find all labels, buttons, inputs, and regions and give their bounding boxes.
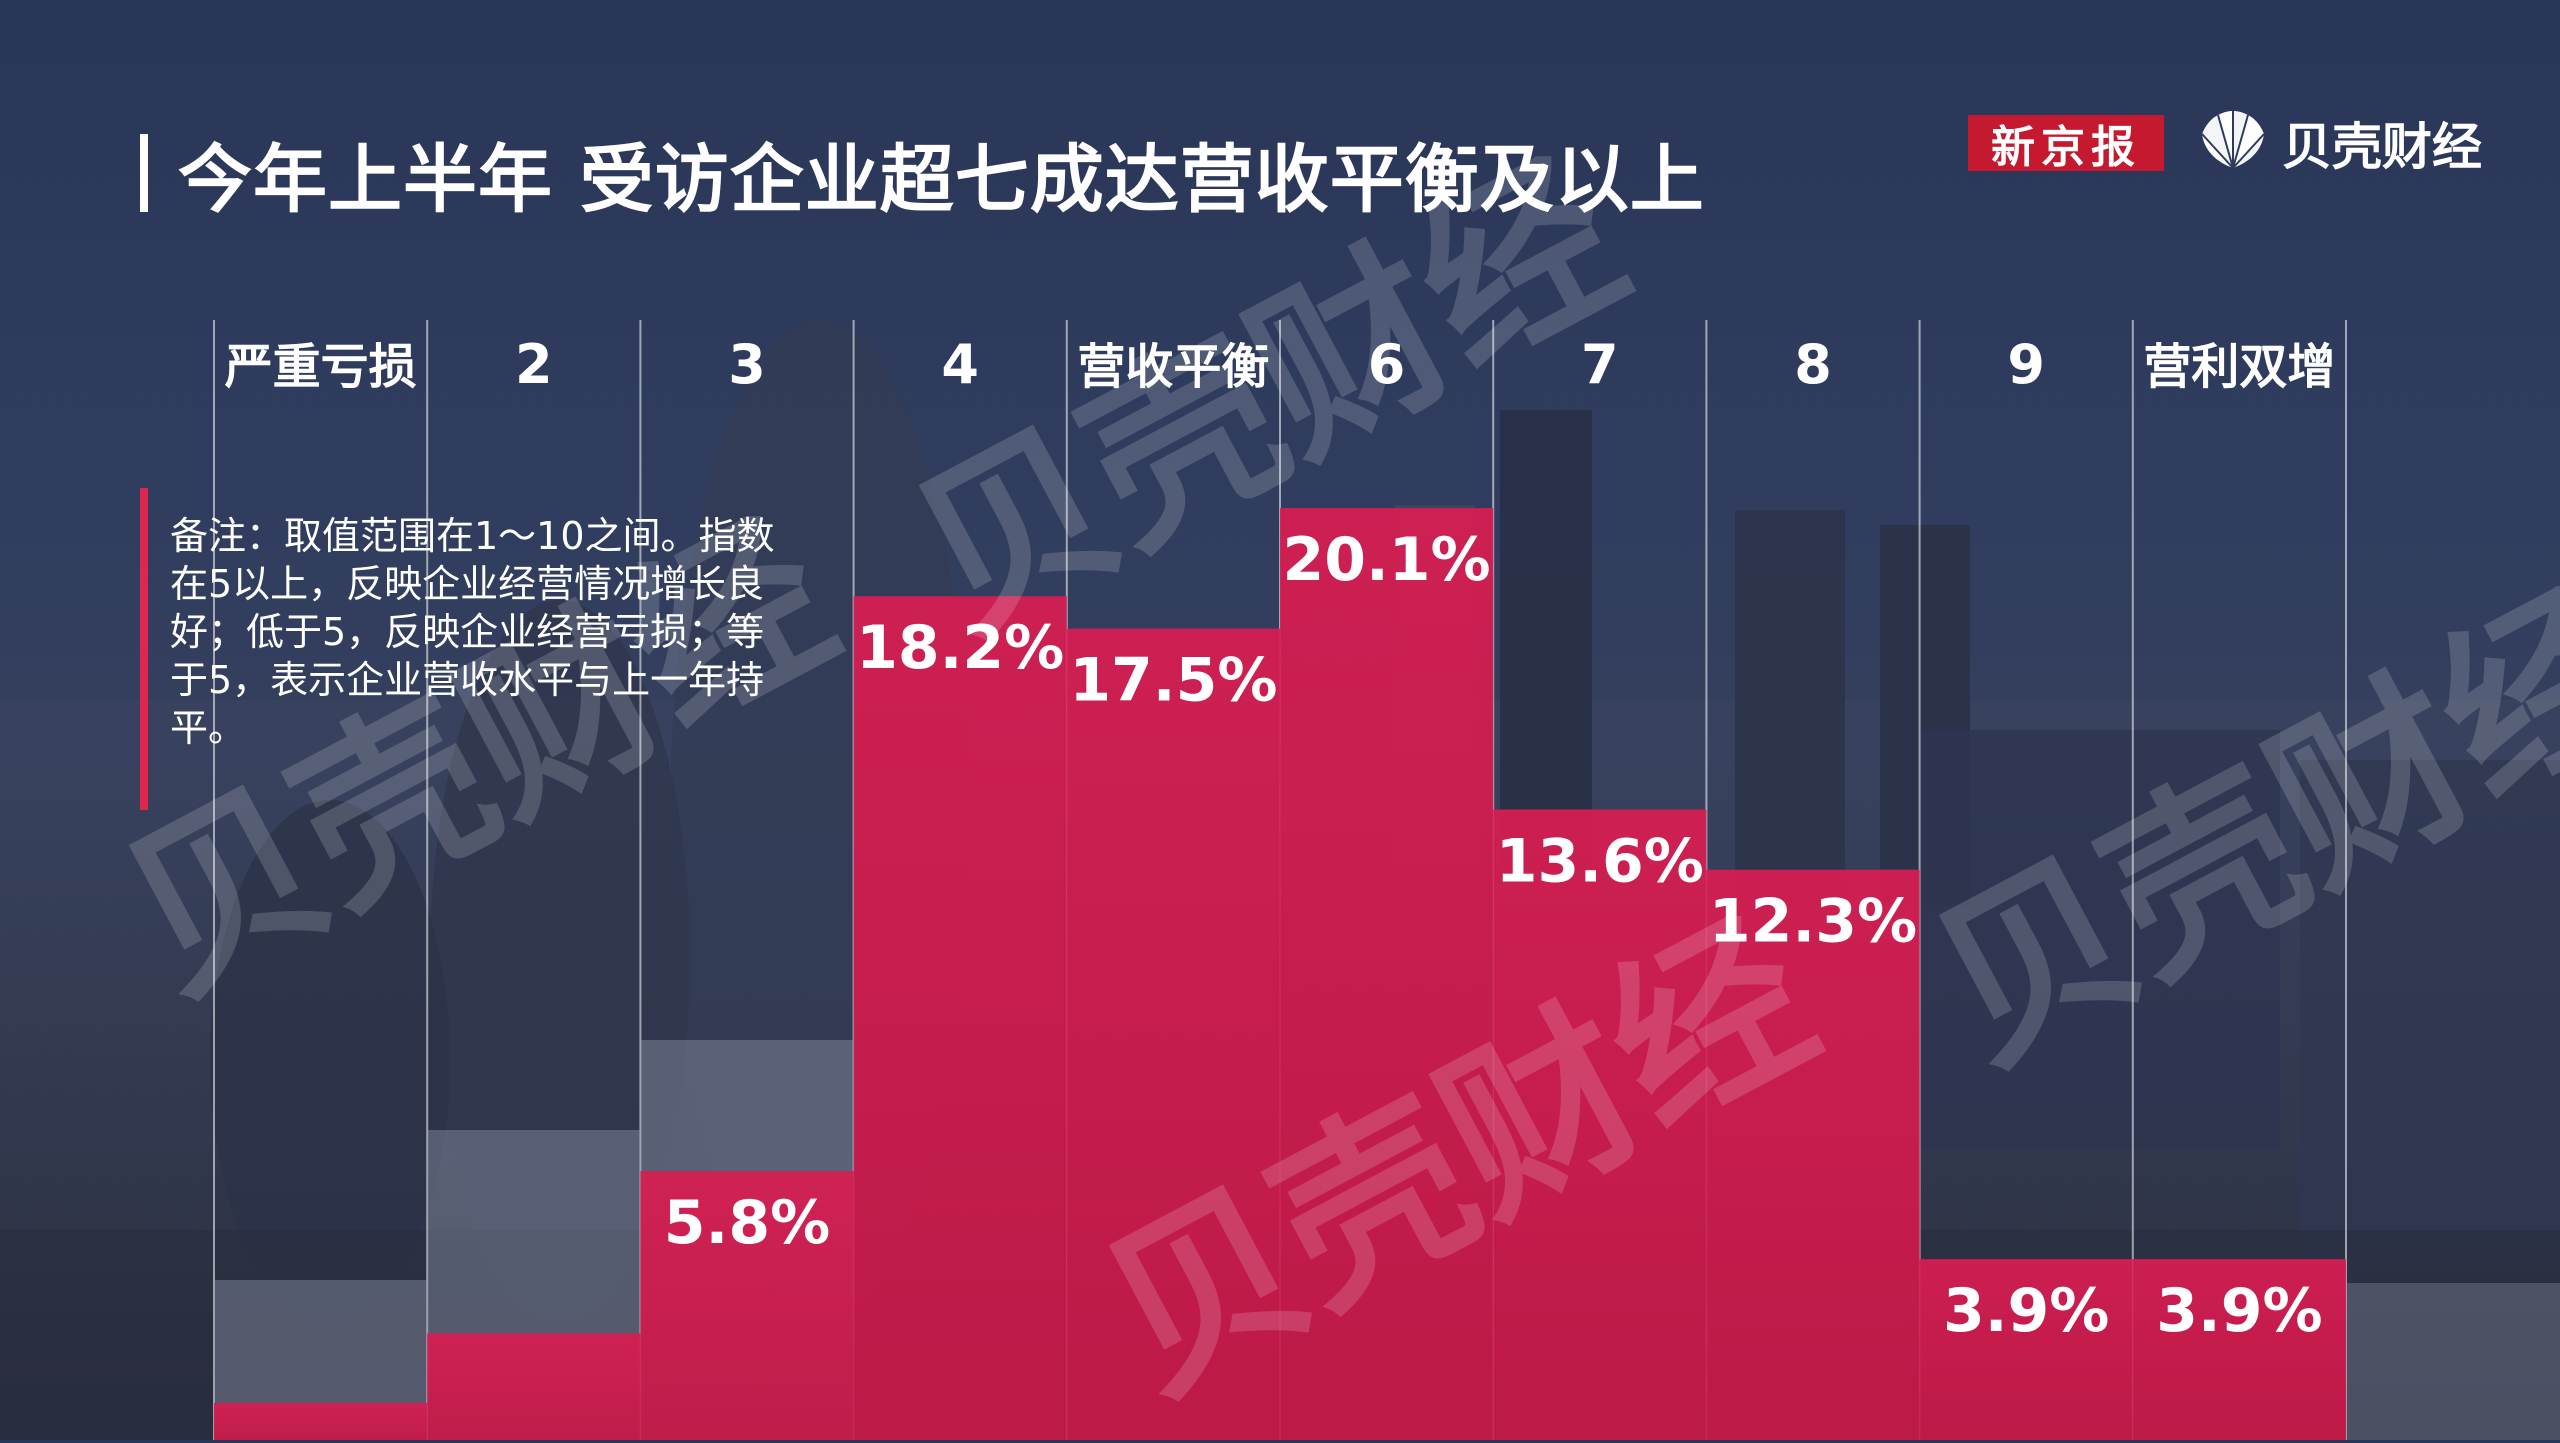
value-label: 13.6% bbox=[1496, 826, 1704, 896]
bar bbox=[1280, 508, 1494, 1440]
value-label: 18.2% bbox=[856, 613, 1064, 683]
category-label: 4 bbox=[941, 333, 979, 396]
value-label: 5.8% bbox=[664, 1188, 830, 1258]
category-label: 7 bbox=[1581, 333, 1619, 396]
category-label: 2 bbox=[515, 333, 553, 396]
shell-icon bbox=[2201, 111, 2265, 169]
bar bbox=[640, 1171, 854, 1440]
category-label: 6 bbox=[1368, 333, 1406, 396]
category-label: 8 bbox=[1794, 333, 1832, 396]
category-label: 严重亏损 bbox=[225, 339, 417, 395]
bar bbox=[1919, 1259, 2133, 1440]
edge-panel bbox=[2346, 1283, 2560, 1440]
bar bbox=[1706, 869, 1920, 1440]
category-label: 9 bbox=[2007, 333, 2045, 396]
value-label: 3.9% bbox=[1943, 1276, 2109, 1346]
title-accent-bar bbox=[140, 134, 148, 212]
value-label: 17.5% bbox=[1069, 646, 1277, 716]
title-container: 今年上半年 受访企业超七成达营收平衡及以上 bbox=[140, 128, 1705, 223]
bar bbox=[1066, 628, 1280, 1440]
value-label: 3.9% bbox=[2156, 1276, 2322, 1346]
bar bbox=[853, 596, 1067, 1440]
beike-logo: 贝壳财经 bbox=[2198, 108, 2482, 178]
category-label: 3 bbox=[728, 333, 766, 396]
note-text: 备注：取值范围在1～10之间。指数在5以上，反映企业经营情况增长良好；低于5，反… bbox=[170, 514, 775, 750]
xinjingbao-logo: 新京报 bbox=[1968, 115, 2164, 173]
note-accent-bar bbox=[140, 488, 148, 810]
bar bbox=[427, 1333, 641, 1440]
bar bbox=[1493, 809, 1707, 1440]
beike-logo-text: 贝壳财经 bbox=[2282, 118, 2482, 176]
bar bbox=[2132, 1259, 2346, 1440]
category-label: 营收平衡 bbox=[1077, 339, 1269, 395]
category-label: 营利双增 bbox=[2143, 339, 2335, 395]
value-label: 20.1% bbox=[1283, 525, 1491, 595]
value-label: 12.3% bbox=[1709, 887, 1917, 957]
bar bbox=[214, 1402, 428, 1440]
page-title: 今年上半年 受访企业超七成达营收平衡及以上 bbox=[178, 136, 1705, 223]
